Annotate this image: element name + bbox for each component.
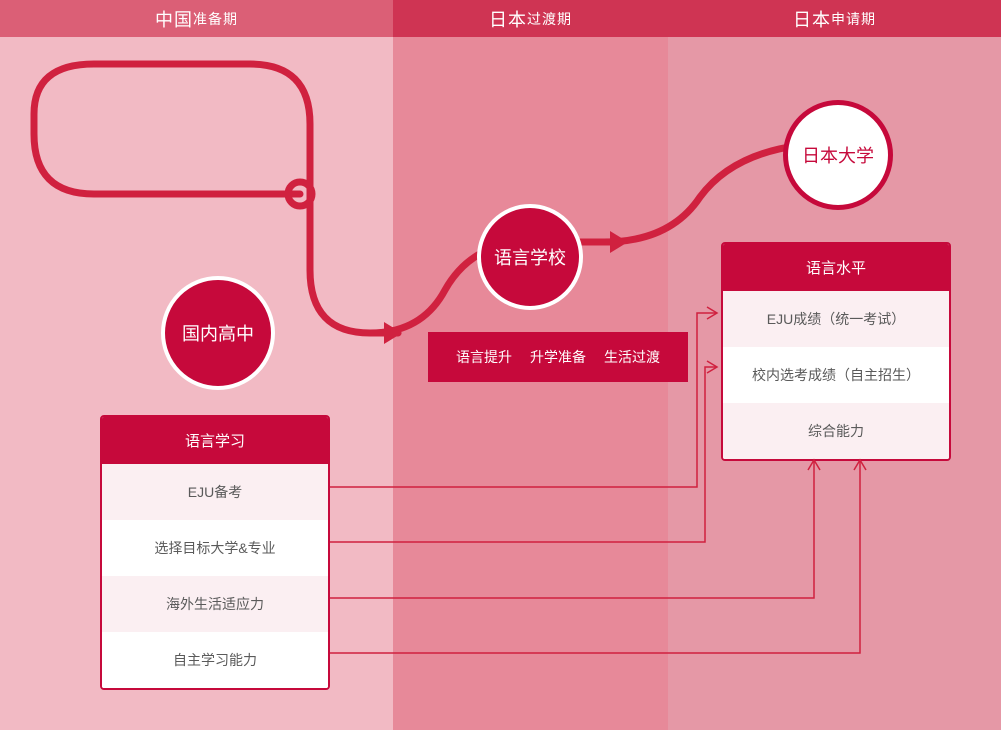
node-japan-university: 日本大学 bbox=[783, 100, 893, 210]
node-china-highschool: 国内高中 bbox=[161, 276, 275, 390]
tag-item: 生活过渡 bbox=[604, 347, 660, 367]
panel-language-study: 语言学习 EJU备考选择目标大学&专业海外生活适应力自主学习能力 bbox=[100, 415, 330, 690]
node-language-school: 语言学校 bbox=[477, 204, 583, 310]
panel-item: 自主学习能力 bbox=[102, 632, 328, 688]
tag-box-transition: 语言提升升学准备生活过渡 bbox=[428, 332, 688, 382]
panel-item: 海外生活适应力 bbox=[102, 576, 328, 632]
panel-language-level: 语言水平 EJU成绩（统一考试）校内选考成绩（自主招生）综合能力 bbox=[721, 242, 951, 461]
panel-item: 综合能力 bbox=[723, 403, 949, 459]
node-label: 语言学校 bbox=[494, 244, 566, 270]
panel-item: 选择目标大学&专业 bbox=[102, 520, 328, 576]
header-label-2: 日本过渡期 bbox=[393, 0, 668, 37]
panel-header: 语言学习 bbox=[102, 417, 328, 464]
node-label: 日本大学 bbox=[802, 142, 874, 168]
header-label-3: 日本申请期 bbox=[668, 0, 1001, 37]
tag-item: 升学准备 bbox=[530, 347, 586, 367]
node-label: 国内高中 bbox=[182, 320, 254, 346]
header-label-1: 中国准备期 bbox=[0, 0, 393, 37]
panel-item: 校内选考成绩（自主招生） bbox=[723, 347, 949, 403]
diagram-stage: 中国准备期 日本过渡期 日本申请期 国内高中 语言学校 日本大学 语言学习 EJ… bbox=[0, 0, 1001, 730]
panel-item: EJU成绩（统一考试） bbox=[723, 291, 949, 347]
tag-item: 语言提升 bbox=[456, 347, 512, 367]
panel-header: 语言水平 bbox=[723, 244, 949, 291]
panel-item: EJU备考 bbox=[102, 464, 328, 520]
